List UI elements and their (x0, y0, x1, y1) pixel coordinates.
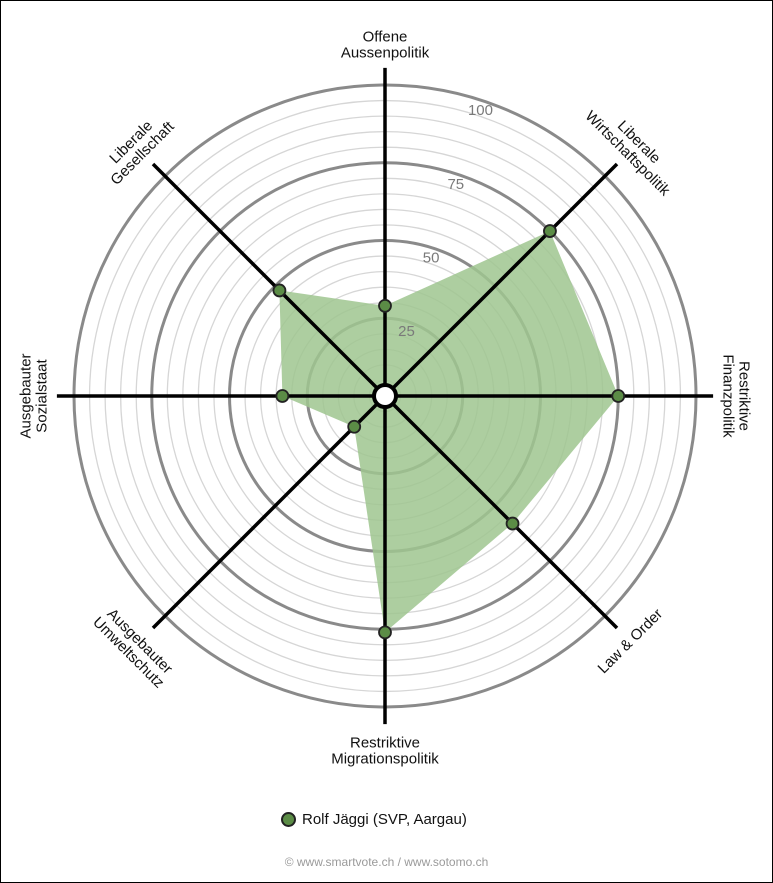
tick-label: 25 (398, 323, 415, 340)
tick-label: 50 (423, 250, 440, 267)
data-point (505, 516, 520, 531)
center-hub (372, 383, 398, 409)
series-area-layer (279, 231, 619, 633)
legend-marker (281, 811, 296, 827)
axis-label-line: Ausgebauter (18, 353, 35, 438)
series-area (279, 231, 619, 633)
tick-label: 100 (468, 102, 493, 119)
axis-label-line: Restriktive (350, 735, 420, 752)
data-point (543, 224, 557, 238)
axis-spoke (383, 162, 619, 398)
axis-label-line: Restriktive (736, 361, 753, 431)
spokes-layer (56, 67, 714, 725)
data-points-layer (272, 224, 626, 640)
data-point (378, 298, 392, 313)
axis-label: Ausgebauter Sozialstaat (18, 353, 51, 438)
axis-label-line: Finanzpolitik (720, 354, 737, 438)
legend: Rolf Jäggi (SVP, Aargau) (281, 808, 467, 830)
axis-spoke (151, 162, 387, 398)
data-point (347, 419, 362, 434)
axis-label-line: Aussenpolitik (341, 45, 430, 62)
axis-spoke (151, 394, 387, 630)
axis-label-line: Migrationspolitik (331, 751, 439, 768)
footer-credit: © www.smartvote.ch / www.sotomo.ch (284, 855, 489, 869)
axis-label-line: Sozialstaat (34, 358, 51, 432)
axis-label-line: Offene (363, 29, 408, 46)
axis-labels-layer: OffeneAussenpolitikLiberaleWirtschaftspo… (18, 29, 753, 768)
axis-spoke (383, 394, 619, 630)
data-point (275, 389, 290, 403)
tick-labels-layer: 25 50 75 100 (398, 102, 493, 340)
data-point (378, 625, 392, 640)
data-point (272, 283, 287, 298)
tick-label: 75 (447, 176, 464, 193)
legend-label: Rolf Jäggi (SVP, Aargau) (302, 810, 467, 828)
data-point (611, 389, 626, 403)
